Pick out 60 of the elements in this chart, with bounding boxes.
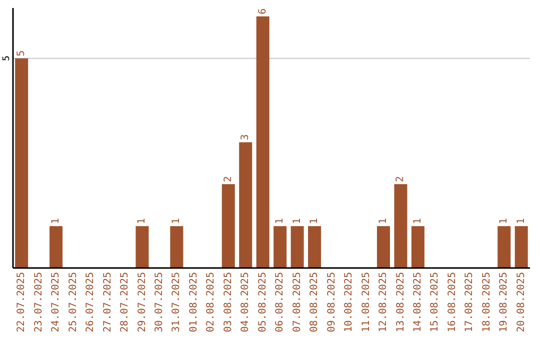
- x-tick-label: 03.08.2025: [222, 272, 234, 332]
- bar: [498, 226, 511, 268]
- x-tick-label: 18.08.2025: [481, 272, 492, 332]
- data-label: 1: [516, 218, 527, 224]
- data-label: 1: [309, 218, 320, 224]
- x-tick-label: 10.08.2025: [344, 272, 355, 332]
- bar: [308, 226, 322, 268]
- x-tick-label: 27.07.2025: [102, 272, 114, 332]
- bar: [50, 226, 63, 268]
- bar: [222, 184, 235, 268]
- bar: [136, 226, 149, 268]
- x-tick-label: 29.07.2025: [136, 272, 148, 332]
- x-tick-label: 04.08.2025: [240, 272, 252, 332]
- x-tick-label: 13.08.2025: [395, 272, 406, 332]
- bar: [376, 226, 390, 268]
- x-tick-label: 11.08.2025: [360, 272, 372, 332]
- data-label: 2: [222, 176, 234, 182]
- data-label: 1: [50, 218, 62, 224]
- x-tick-label: 26.07.2025: [85, 272, 96, 332]
- x-tick-label: 24.07.2025: [50, 272, 62, 332]
- bar: [411, 226, 424, 268]
- data-label: 1: [412, 218, 424, 224]
- x-tick-label: 17.08.2025: [464, 272, 476, 332]
- x-tick-label: 16.08.2025: [446, 272, 458, 332]
- x-tick-label: 08.08.2025: [309, 272, 320, 332]
- data-label: 1: [292, 218, 303, 224]
- data-label: 1: [498, 218, 510, 224]
- x-tick-label: 15.08.2025: [430, 272, 441, 332]
- x-tick-label: 07.08.2025: [292, 272, 303, 332]
- x-tick-label: 09.08.2025: [326, 272, 338, 332]
- bar: [256, 16, 270, 268]
- data-label: 5: [2, 56, 12, 62]
- bar: [290, 226, 304, 268]
- x-tick-label: 02.08.2025: [206, 272, 217, 332]
- data-label: 1: [274, 218, 286, 224]
- data-label: 1: [136, 218, 148, 224]
- x-tick-label: 31.07.2025: [171, 272, 182, 332]
- x-tick-label: 22.07.2025: [16, 272, 28, 332]
- x-tick-label: 25.07.2025: [68, 272, 79, 332]
- x-tick-label: 14.08.2025: [412, 272, 424, 332]
- data-label: 1: [378, 218, 389, 224]
- bar: [170, 226, 184, 268]
- x-tick-label: 20.08.2025: [516, 272, 527, 332]
- x-tick-label: 28.07.2025: [120, 272, 131, 332]
- data-label: 6: [257, 8, 268, 14]
- bar: [274, 226, 287, 268]
- x-tick-label: 01.08.2025: [188, 272, 200, 332]
- data-label: 2: [395, 176, 406, 182]
- x-tick-label: 19.08.2025: [498, 272, 510, 332]
- data-label: 1: [171, 218, 182, 224]
- x-tick-label: 06.08.2025: [274, 272, 286, 332]
- x-tick-label: 23.07.2025: [33, 272, 44, 332]
- x-tick-label: 05.08.2025: [257, 272, 268, 332]
- bar: [239, 142, 252, 268]
- bar: [514, 226, 528, 268]
- x-tick-label: 30.07.2025: [154, 272, 165, 332]
- x-tick-label: 12.08.2025: [378, 272, 390, 332]
- data-label: 3: [240, 134, 252, 140]
- bar: [15, 58, 28, 268]
- bar: [394, 184, 408, 268]
